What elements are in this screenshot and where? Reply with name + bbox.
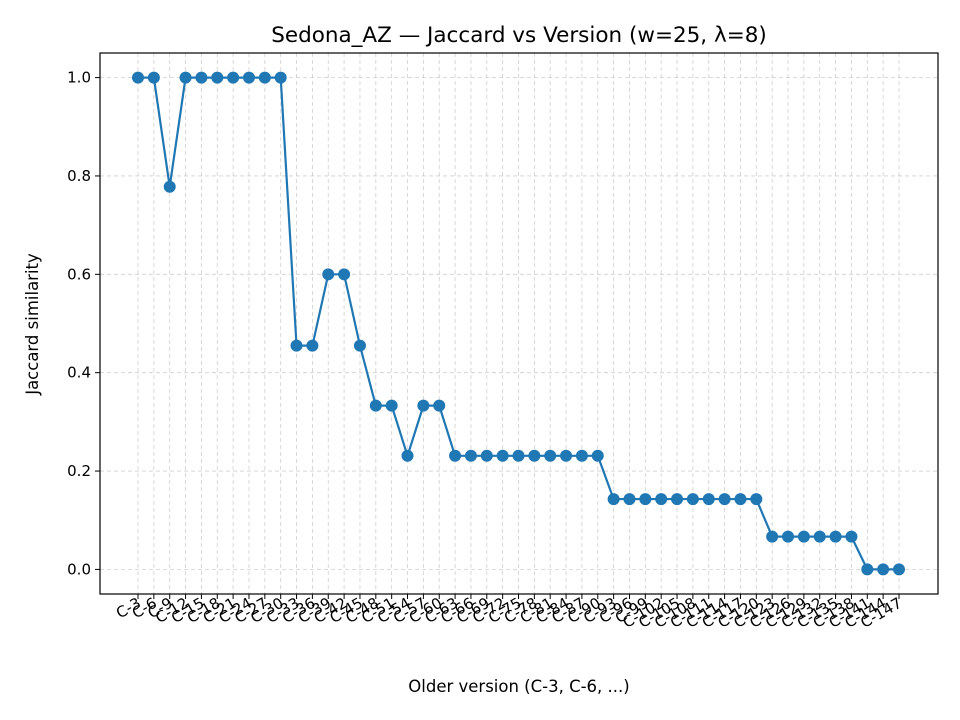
data-point — [322, 268, 335, 281]
data-point — [417, 399, 430, 412]
data-point — [496, 449, 509, 462]
data-point — [195, 71, 208, 84]
data-point — [401, 449, 414, 462]
y-tick-label: 0.2 — [67, 462, 91, 480]
data-point — [480, 449, 493, 462]
data-point — [623, 493, 636, 506]
x-axis-label: Older version (C-3, C-6, ...) — [408, 677, 629, 696]
grid — [100, 53, 938, 594]
data-point — [639, 493, 652, 506]
data-point — [560, 449, 573, 462]
series-layer — [132, 71, 905, 576]
data-point — [338, 268, 351, 281]
data-point — [258, 71, 271, 84]
data-point — [464, 449, 477, 462]
data-point — [274, 71, 287, 84]
data-point — [813, 530, 826, 543]
data-point — [179, 71, 192, 84]
data-point — [449, 449, 462, 462]
data-point — [369, 399, 382, 412]
data-point — [845, 530, 858, 543]
data-point — [353, 339, 366, 352]
y-axis-label: Jaccard similarity — [23, 253, 42, 396]
data-point — [750, 493, 763, 506]
data-point — [528, 449, 541, 462]
data-point — [575, 449, 588, 462]
plot-frame — [99, 52, 939, 595]
data-point — [544, 449, 557, 462]
y-tick-label: 0.4 — [67, 364, 91, 382]
data-point — [655, 493, 668, 506]
data-point — [702, 493, 715, 506]
data-point — [385, 399, 398, 412]
chart-title: Sedona_AZ — Jaccard vs Version (w=25, λ=… — [271, 23, 767, 48]
y-tick-label: 0.6 — [67, 265, 91, 283]
data-point — [512, 449, 525, 462]
x-axis: C-3C-6C-9C-12C-15C-18C-21C-24C-27C-30C-3… — [113, 594, 905, 632]
y-axis: 0.0 0.2 0.4 0.6 0.8 1.0 — [67, 69, 100, 578]
data-point — [211, 71, 224, 84]
data-point — [893, 563, 905, 576]
data-point — [829, 530, 842, 543]
data-point — [877, 563, 890, 576]
data-point — [671, 493, 684, 506]
y-tick-label: 0.8 — [67, 167, 91, 185]
data-point — [607, 493, 620, 506]
y-tick-label: 0.0 — [67, 560, 91, 578]
data-point — [242, 71, 255, 84]
data-point — [782, 530, 795, 543]
data-point — [290, 339, 303, 352]
data-point — [591, 449, 604, 462]
data-point — [718, 493, 731, 506]
data-point — [132, 71, 144, 84]
data-point — [147, 71, 160, 84]
data-point — [306, 339, 319, 352]
data-point — [686, 493, 699, 506]
data-point — [797, 530, 810, 543]
data-point — [734, 493, 747, 506]
data-point — [163, 180, 176, 193]
data-point — [433, 399, 446, 412]
data-point — [227, 71, 240, 84]
data-point — [766, 530, 779, 543]
y-tick-label: 1.0 — [67, 69, 91, 87]
data-point — [861, 563, 874, 576]
